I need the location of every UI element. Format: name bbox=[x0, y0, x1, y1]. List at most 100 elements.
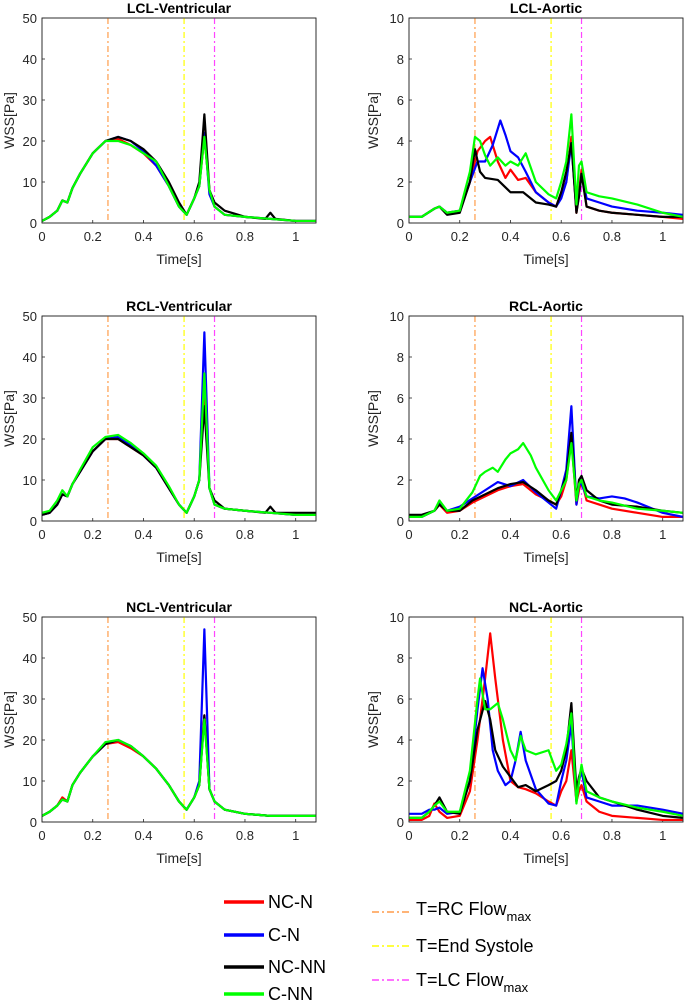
ytick-label-rcl-aortic: 0 bbox=[397, 514, 404, 529]
ytick-label-rcl-aortic: 8 bbox=[397, 350, 404, 365]
xtick-label-rcl-aortic: 0.8 bbox=[603, 527, 621, 542]
ylabel-rcl-ventricular: WSS[Pa] bbox=[1, 390, 17, 447]
axes-frame-rcl-ventricular bbox=[41, 315, 317, 522]
title-lcl-aortic: LCL-Aortic bbox=[510, 0, 583, 16]
xtick-label-ncl-ventricular: 0 bbox=[38, 828, 45, 843]
ytick-label-lcl-ventricular: 40 bbox=[23, 52, 37, 67]
xtick-label-ncl-aortic: 0.4 bbox=[501, 828, 519, 843]
axes-frame-lcl-ventricular bbox=[41, 17, 317, 224]
ytick-label-lcl-ventricular: 50 bbox=[23, 11, 37, 26]
series-line-nc-n-ncl-aortic bbox=[409, 632, 683, 822]
ylabel-lcl-ventricular: WSS[Pa] bbox=[1, 92, 17, 149]
xlabel-ncl-ventricular: Time[s] bbox=[156, 850, 201, 866]
series-line-c-nn-lcl-aortic bbox=[409, 113, 683, 218]
xtick-label-ncl-ventricular: 0.2 bbox=[84, 828, 102, 843]
legend-label-rc-flow: T=RC Flowmax bbox=[416, 899, 532, 924]
plot-area-rcl-aortic bbox=[408, 315, 684, 522]
ylabel-rcl-aortic: WSS[Pa] bbox=[365, 390, 381, 447]
series-line-c-nn-ncl-ventricular bbox=[42, 718, 316, 817]
xtick-label-lcl-ventricular: 0 bbox=[38, 229, 45, 244]
xlabel-ncl-aortic: Time[s] bbox=[523, 850, 568, 866]
xtick-label-lcl-ventricular: 0.2 bbox=[84, 229, 102, 244]
xtick-label-rcl-aortic: 0.4 bbox=[501, 527, 519, 542]
lc-flow-main: T=LC Flow bbox=[416, 970, 505, 990]
rc-flow-main: T=RC Flow bbox=[416, 899, 508, 919]
panel-lcl-aortic: LCL-Aortic Time[s] WSS[Pa] 0 0.2 0.4 0.6 0.8… bbox=[365, 0, 684, 267]
series-line-c-nn-rcl-aortic bbox=[409, 442, 683, 519]
rc-flow-subscript: max bbox=[507, 909, 532, 924]
ytick-label-lcl-ventricular: 0 bbox=[30, 216, 37, 231]
ytick-label-ncl-aortic: 6 bbox=[397, 692, 404, 707]
legend-label-end-systole: T=End Systole bbox=[416, 936, 534, 956]
xtick-label-rcl-ventricular: 0.2 bbox=[84, 527, 102, 542]
ytick-label-ncl-ventricular: 40 bbox=[23, 651, 37, 666]
panel-rcl-aortic: RCL-Aortic Time[s] WSS[Pa] 0 0.2 0.4 0.6 0.8… bbox=[365, 298, 684, 565]
series-line-nc-nn-lcl-aortic bbox=[409, 141, 683, 218]
legend-series: NC-N C-N NC-NN C-NN bbox=[224, 892, 326, 1004]
xtick-label-lcl-aortic: 0 bbox=[405, 229, 412, 244]
ytick-label-ncl-aortic: 8 bbox=[397, 651, 404, 666]
xtick-label-rcl-aortic: 0.2 bbox=[451, 527, 469, 542]
xtick-label-ncl-aortic: 0.8 bbox=[603, 828, 621, 843]
ytick-label-ncl-aortic: 2 bbox=[397, 774, 404, 789]
ytick-label-ncl-aortic: 0 bbox=[397, 815, 404, 830]
title-ncl-ventricular: NCL-Ventricular bbox=[126, 599, 232, 615]
ylabel-ncl-aortic: WSS[Pa] bbox=[365, 691, 381, 748]
ytick-label-ncl-ventricular: 20 bbox=[23, 733, 37, 748]
ytick-label-lcl-aortic: 8 bbox=[397, 52, 404, 67]
xtick-label-rcl-ventricular: 1 bbox=[292, 527, 299, 542]
title-ncl-aortic: NCL-Aortic bbox=[509, 599, 583, 615]
plot-area-ncl-ventricular bbox=[41, 616, 317, 823]
ytick-label-ncl-aortic: 10 bbox=[390, 610, 404, 625]
xtick-label-ncl-ventricular: 0.8 bbox=[236, 828, 254, 843]
xtick-label-rcl-aortic: 0.6 bbox=[552, 527, 570, 542]
ytick-label-rcl-aortic: 2 bbox=[397, 473, 404, 488]
panel-ncl-aortic: NCL-Aortic Time[s] WSS[Pa] 0 0.2 0.4 0.6 0.8… bbox=[365, 599, 684, 866]
ylabel-ncl-ventricular: WSS[Pa] bbox=[1, 691, 17, 748]
axes-frame-lcl-aortic bbox=[408, 17, 684, 224]
legend-label-c-n: C-N bbox=[268, 925, 300, 945]
xtick-label-ncl-aortic: 1 bbox=[659, 828, 666, 843]
ytick-label-rcl-ventricular: 10 bbox=[23, 473, 37, 488]
ylabel-lcl-aortic: WSS[Pa] bbox=[365, 92, 381, 149]
xtick-label-ncl-ventricular: 0.6 bbox=[185, 828, 203, 843]
title-lcl-ventricular: LCL-Ventricular bbox=[127, 0, 232, 16]
ytick-label-lcl-aortic: 10 bbox=[390, 11, 404, 26]
ytick-label-lcl-aortic: 6 bbox=[397, 93, 404, 108]
xlabel-rcl-aortic: Time[s] bbox=[523, 549, 568, 565]
axes-frame-ncl-ventricular bbox=[41, 616, 317, 823]
ytick-label-lcl-aortic: 2 bbox=[397, 175, 404, 190]
plot-area-ncl-aortic bbox=[408, 616, 684, 823]
legend-label-nc-nn: NC-NN bbox=[268, 957, 326, 977]
ytick-label-lcl-aortic: 4 bbox=[397, 134, 404, 149]
xlabel-lcl-aortic: Time[s] bbox=[523, 251, 568, 267]
ytick-label-rcl-ventricular: 0 bbox=[30, 514, 37, 529]
xtick-label-rcl-ventricular: 0.4 bbox=[134, 527, 152, 542]
panel-rcl-ventricular: RCL-Ventricular Time[s] WSS[Pa] 0 0.2 0.4 0… bbox=[1, 298, 317, 565]
series-line-c-nn-rcl-ventricular bbox=[42, 372, 316, 516]
xtick-label-ncl-ventricular: 1 bbox=[292, 828, 299, 843]
xtick-label-lcl-ventricular: 0.6 bbox=[185, 229, 203, 244]
ytick-label-ncl-ventricular: 0 bbox=[30, 815, 37, 830]
legend-label-nc-n: NC-N bbox=[268, 892, 313, 912]
title-rcl-aortic: RCL-Aortic bbox=[509, 298, 583, 314]
ytick-label-rcl-ventricular: 30 bbox=[23, 391, 37, 406]
xtick-label-lcl-aortic: 0.6 bbox=[552, 229, 570, 244]
ytick-label-ncl-ventricular: 30 bbox=[23, 692, 37, 707]
axes-frame-ncl-aortic bbox=[408, 616, 684, 823]
ytick-label-rcl-aortic: 10 bbox=[390, 309, 404, 324]
ytick-label-lcl-ventricular: 30 bbox=[23, 93, 37, 108]
xtick-label-lcl-ventricular: 0.4 bbox=[134, 229, 152, 244]
legend-label-lc-flow: T=LC Flowmax bbox=[416, 970, 529, 995]
series-line-c-nn-lcl-ventricular bbox=[42, 135, 316, 223]
panel-ncl-ventricular: NCL-Ventricular Time[s] WSS[Pa] 0 0.2 0.4 0… bbox=[1, 599, 317, 866]
ytick-label-ncl-aortic: 4 bbox=[397, 733, 404, 748]
plot-area-rcl-ventricular bbox=[41, 315, 317, 522]
xtick-label-lcl-aortic: 0.4 bbox=[501, 229, 519, 244]
xtick-label-lcl-aortic: 0.2 bbox=[451, 229, 469, 244]
ytick-label-lcl-aortic: 0 bbox=[397, 216, 404, 231]
lc-flow-subscript: max bbox=[504, 980, 529, 995]
ytick-label-ncl-ventricular: 10 bbox=[23, 774, 37, 789]
ytick-label-lcl-ventricular: 10 bbox=[23, 175, 37, 190]
